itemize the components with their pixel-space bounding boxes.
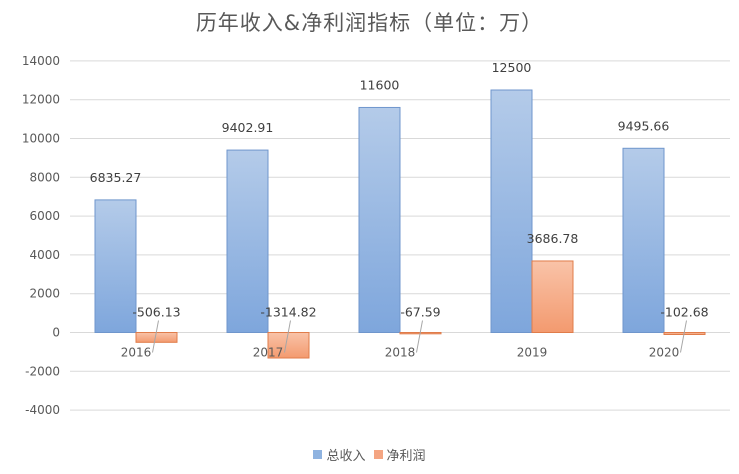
y-tick-label: 2000 xyxy=(29,287,60,301)
legend-swatch xyxy=(373,450,383,459)
chart-title: 历年收入&净利润指标（单位：万） xyxy=(195,11,544,35)
data-label: 12500 xyxy=(492,60,532,75)
legend-item: 总收入 xyxy=(313,445,366,464)
data-label: 9402.91 xyxy=(222,120,274,135)
data-label: 3686.78 xyxy=(527,231,579,246)
bar-revenue-2020 xyxy=(622,147,665,333)
bar-net-profit-2017 xyxy=(267,332,310,359)
y-tick-label: -4000 xyxy=(25,403,60,417)
x-tick-label: 2017 xyxy=(253,346,284,360)
legend-label: 总收入 xyxy=(326,449,366,464)
y-tick-label: 6000 xyxy=(29,209,60,223)
x-tick-label: 2016 xyxy=(121,346,152,360)
legend: 总收入 净利润 xyxy=(0,445,739,464)
data-label: -1314.82 xyxy=(260,305,316,320)
bar-net-profit-2016 xyxy=(135,332,178,343)
legend-label: 净利润 xyxy=(386,449,426,464)
data-label: 11600 xyxy=(360,77,400,92)
y-tick-label: 8000 xyxy=(29,170,60,184)
bar-revenue-2019 xyxy=(490,89,533,333)
data-label: 6835.27 xyxy=(90,170,142,185)
leader-line xyxy=(416,320,423,353)
data-label: -506.13 xyxy=(132,305,180,320)
bar-net-profit-2019 xyxy=(531,260,574,333)
y-tick-label: 0 xyxy=(52,326,60,340)
bar-revenue-2018 xyxy=(358,106,401,333)
x-tick-label: 2018 xyxy=(385,346,416,360)
x-tick-label: 2019 xyxy=(517,346,548,360)
y-tick-label: 12000 xyxy=(22,93,60,107)
data-label: -67.59 xyxy=(400,305,440,320)
legend-swatch xyxy=(313,450,323,459)
y-tick-label: 4000 xyxy=(29,248,60,262)
leader-line xyxy=(152,320,159,353)
y-tick-label: 10000 xyxy=(22,132,60,146)
data-label: 9495.66 xyxy=(618,118,670,133)
bar-revenue-2017 xyxy=(226,149,269,333)
bar-revenue-2016 xyxy=(94,199,137,333)
data-label: -102.68 xyxy=(660,305,708,320)
leader-line xyxy=(680,320,687,353)
y-tick-label: 14000 xyxy=(22,54,60,68)
leader-line xyxy=(284,320,291,353)
y-tick-label: -2000 xyxy=(25,364,60,378)
x-tick-label: 2020 xyxy=(649,346,680,360)
legend-item: 净利润 xyxy=(373,445,426,464)
